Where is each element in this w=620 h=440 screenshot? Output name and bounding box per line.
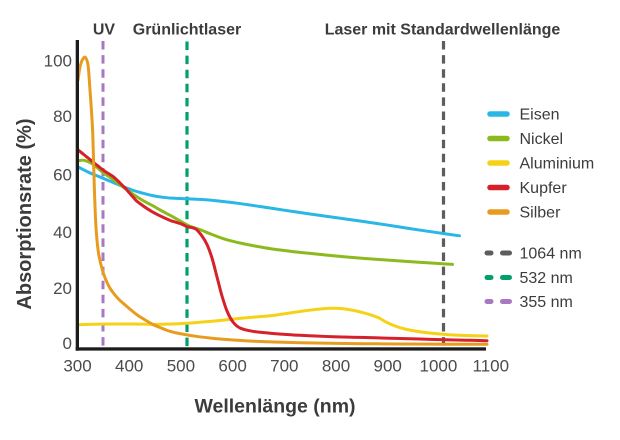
svg-text:Kupfer: Kupfer	[520, 180, 568, 197]
svg-text:0: 0	[63, 334, 72, 353]
svg-text:40: 40	[53, 223, 72, 242]
svg-text:1100: 1100	[473, 357, 510, 376]
svg-text:1000: 1000	[419, 357, 457, 376]
svg-text:600: 600	[218, 357, 246, 376]
svg-text:UV: UV	[93, 22, 116, 39]
svg-text:80: 80	[53, 107, 72, 126]
svg-text:355 nm: 355 nm	[520, 294, 573, 311]
svg-text:900: 900	[374, 357, 402, 376]
svg-text:1064 nm: 1064 nm	[520, 246, 582, 263]
svg-text:Nickel: Nickel	[520, 131, 564, 148]
svg-text:Laser mit Standardwellenlänge: Laser mit Standardwellenlänge	[325, 22, 561, 39]
svg-text:400: 400	[115, 357, 143, 376]
svg-text:100: 100	[44, 52, 72, 71]
svg-text:800: 800	[322, 357, 350, 376]
svg-text:Absorptionsrate (%): Absorptionsrate (%)	[14, 118, 36, 309]
svg-text:Eisen: Eisen	[520, 107, 560, 124]
svg-text:20: 20	[53, 279, 72, 298]
svg-text:500: 500	[167, 357, 195, 376]
svg-text:700: 700	[270, 357, 298, 376]
svg-text:Grünlichtlaser: Grünlichtlaser	[133, 22, 241, 39]
svg-text:300: 300	[63, 357, 91, 376]
svg-text:Aluminium: Aluminium	[520, 156, 595, 173]
svg-text:532 nm: 532 nm	[520, 270, 573, 287]
svg-text:60: 60	[53, 166, 72, 185]
svg-text:Wellenlänge (nm): Wellenlänge (nm)	[194, 396, 355, 418]
svg-text:Silber: Silber	[520, 205, 562, 222]
